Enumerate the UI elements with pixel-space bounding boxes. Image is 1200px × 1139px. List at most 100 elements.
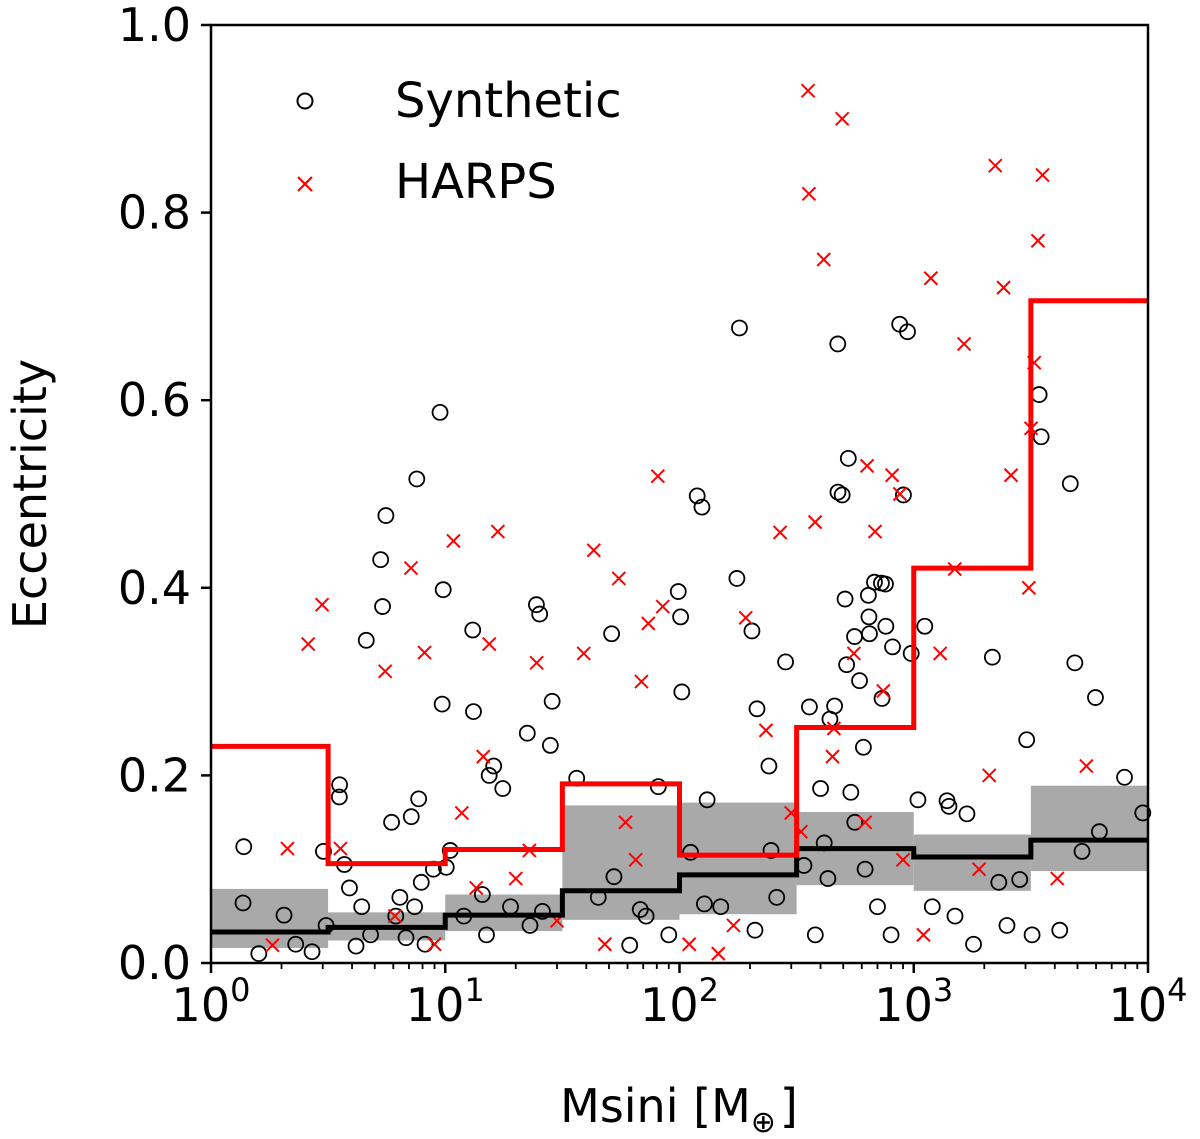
x-tick-label: 101 [406, 971, 485, 1032]
harps-point [529, 655, 544, 671]
synthetic-point [374, 598, 391, 615]
x-tick-label: 104 [1109, 971, 1188, 1032]
synthetic-point [746, 921, 764, 939]
synthetic-point [801, 698, 818, 716]
synthetic-point [1061, 475, 1079, 493]
synthetic-point [1032, 428, 1050, 446]
synthetic-point [762, 842, 780, 859]
synthetic-point [406, 898, 424, 916]
synthetic-point [416, 935, 434, 953]
harps-point [971, 861, 987, 877]
spread-band-layer [211, 785, 1148, 948]
y-tick-label: 0.6 [118, 373, 191, 427]
harps-point [816, 252, 831, 267]
y-tick-label: 0.0 [118, 936, 191, 990]
spread-band-segment [1030, 785, 1148, 872]
synthetic-point [275, 906, 293, 924]
x-tick-exponent: 0 [230, 971, 250, 1009]
x-tick-label: 100 [172, 971, 251, 1032]
synthetic-point [826, 697, 843, 715]
synthetic-point [235, 838, 253, 856]
harps-point [859, 458, 875, 474]
synthetic-point [410, 790, 428, 808]
synthetic-point [478, 926, 495, 944]
synthetic-point [1116, 768, 1133, 786]
harps-point [634, 674, 649, 689]
synthetic-point [860, 608, 878, 626]
synthetic-point [866, 573, 883, 591]
harps-point [807, 514, 823, 530]
synthetic-point [372, 551, 390, 569]
harps-point [892, 486, 908, 502]
harps-point [1079, 758, 1094, 774]
synthetic-point [1011, 871, 1029, 888]
synthetic-point [1051, 921, 1069, 939]
synthetic-point [695, 895, 713, 913]
synthetic-point [391, 888, 409, 906]
synthetic-point [287, 935, 305, 953]
x-axis-label-subscript-symbol: ⊕ [751, 1105, 776, 1139]
synthetic-point [465, 703, 482, 721]
synthetic-point [877, 575, 894, 593]
synthetic-point [637, 907, 655, 925]
harps-point [916, 927, 931, 943]
synthetic-point [603, 625, 620, 643]
synthetic-point [649, 778, 667, 796]
harps-point [469, 880, 484, 896]
synthetic-point [464, 621, 482, 639]
harps-point [996, 280, 1011, 295]
x-axis-label-close: ] [780, 1079, 798, 1133]
synthetic-point [812, 780, 829, 797]
synthetic-point [660, 926, 678, 944]
harps-point [834, 111, 850, 127]
x-tick-base: 10 [172, 978, 231, 1032]
spread-band-segment [679, 802, 797, 915]
harps-point [801, 186, 817, 202]
x-tick-exponent: 3 [933, 971, 953, 1009]
synthetic-point [433, 695, 451, 713]
synthetic-point [434, 581, 452, 599]
synthetic-point [946, 907, 964, 925]
synthetic-point [1134, 804, 1152, 822]
legend: Synthetic HARPS [296, 73, 622, 210]
plot-area [211, 83, 1152, 963]
synthetic-point [884, 638, 901, 656]
harps-point [641, 616, 656, 631]
synthetic-point [854, 738, 872, 756]
synthetic-point [408, 470, 426, 488]
y-axis-ticks: 0.0 0.2 0.4 0.6 0.8 1.0 [118, 0, 211, 990]
synthetic-point [899, 323, 916, 341]
synthetic-point [895, 486, 912, 504]
synthetic-point [842, 783, 860, 801]
harps-point [956, 336, 972, 352]
synthetic-point [819, 870, 837, 887]
x-axis-label: Msini [M⊕] [560, 1079, 798, 1139]
harps-point [758, 723, 774, 738]
harps-point [301, 636, 316, 652]
legend-synthetic-marker [296, 92, 314, 110]
harps-point [446, 533, 461, 549]
x-tick-label: 102 [640, 971, 719, 1032]
synthetic-point [347, 937, 365, 955]
x-tick-base: 10 [1109, 978, 1168, 1032]
harps-point [800, 83, 816, 98]
synthetic-point [877, 617, 895, 635]
synthetic-median-step-line [211, 837, 1148, 935]
synthetic-point [861, 625, 878, 643]
harps-point [650, 468, 666, 484]
synthetic-point [998, 917, 1016, 934]
synthetic-point [882, 926, 900, 944]
synthetic-point [672, 608, 690, 626]
harps-points-layer [265, 83, 1094, 961]
synthetic-point [902, 645, 920, 662]
synthetic-point [485, 757, 503, 775]
synthetic-point [353, 898, 371, 916]
synthetic-point [851, 672, 868, 690]
x-tick-exponent: 2 [699, 971, 719, 1009]
synthetic-point [693, 498, 711, 516]
synthetic-point [768, 888, 786, 906]
harps-point [681, 937, 697, 952]
synthetic-point [1087, 689, 1104, 706]
harps-point [982, 768, 997, 783]
synthetic-point [494, 780, 512, 797]
